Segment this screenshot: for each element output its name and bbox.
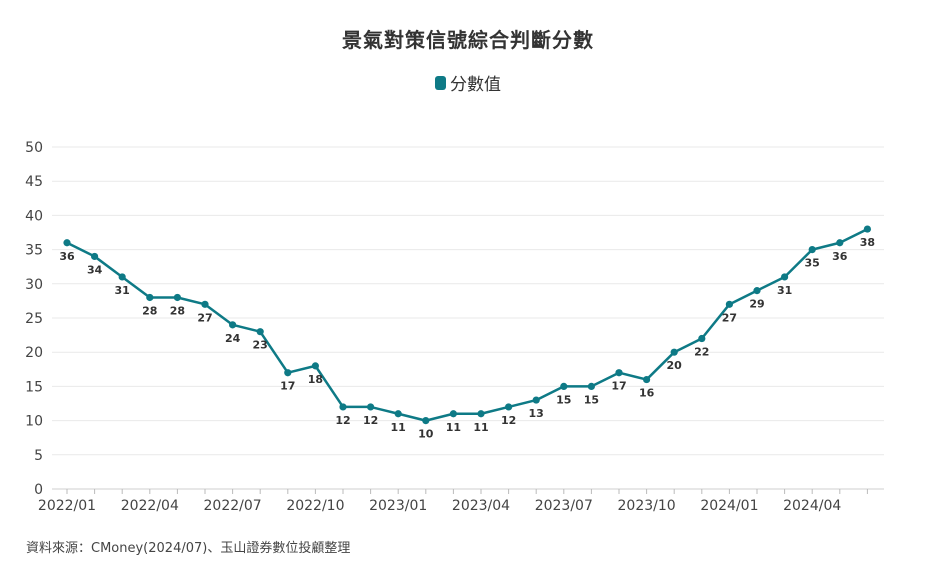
data-label: 28 [142, 304, 157, 317]
data-point [367, 403, 375, 411]
y-tick-label: 25 [25, 311, 43, 327]
data-label: 28 [170, 304, 185, 317]
data-point [560, 382, 568, 390]
data-label: 12 [363, 414, 378, 427]
y-tick-label: 10 [25, 414, 43, 430]
data-point [229, 321, 237, 329]
x-tick-label: 2022/07 [204, 498, 262, 514]
data-label: 11 [446, 421, 461, 434]
legend-label: 分數值 [450, 75, 501, 95]
data-label: 11 [473, 421, 488, 434]
data-label: 10 [418, 428, 434, 441]
data-label: 36 [59, 250, 75, 263]
chart-legend: 分數值 [0, 70, 936, 95]
data-point [311, 362, 319, 370]
data-point [863, 225, 872, 233]
y-tick-label: 20 [25, 345, 43, 361]
data-point [532, 396, 540, 404]
data-label: 31 [115, 284, 130, 297]
data-point [615, 369, 623, 377]
x-tick-label: 2023/10 [618, 498, 676, 514]
data-label: 38 [860, 236, 875, 249]
data-point [836, 239, 844, 247]
data-point [118, 273, 126, 281]
data-point [146, 293, 154, 302]
y-tick-label: 0 [34, 482, 43, 498]
x-tick-label: 2022/10 [286, 498, 344, 514]
data-point [91, 252, 99, 261]
data-label: 24 [225, 332, 241, 345]
data-label: 16 [639, 387, 655, 400]
data-point [173, 293, 181, 302]
chart-title: 景氣對策信號綜合判斷分數 [342, 28, 594, 52]
x-tick-label: 2022/01 [38, 498, 96, 514]
data-point [587, 382, 596, 390]
data-label: 22 [694, 346, 709, 359]
data-point [256, 328, 264, 336]
y-tick-label: 40 [25, 208, 43, 224]
data-label: 31 [777, 284, 792, 297]
data-label: 18 [308, 373, 323, 386]
x-tick-label: 2023/04 [452, 498, 510, 514]
data-point [505, 403, 513, 411]
y-tick-label: 15 [25, 379, 43, 395]
series-line [65, 227, 869, 422]
data-label: 17 [611, 380, 626, 393]
data-point [394, 410, 402, 418]
data-label: 27 [722, 311, 737, 324]
data-point [753, 287, 761, 295]
data-label: 12 [501, 414, 516, 427]
legend-swatch [435, 75, 446, 90]
data-label: 23 [253, 339, 268, 352]
data-point [808, 246, 816, 254]
x-tick-label: 2023/07 [535, 498, 593, 514]
x-tick-label: 2024/04 [783, 498, 841, 514]
y-tick-label: 50 [25, 140, 43, 156]
data-point [449, 410, 457, 418]
data-label: 11 [391, 421, 406, 434]
data-point [201, 300, 209, 308]
data-point [477, 410, 485, 418]
data-point [284, 369, 292, 377]
x-tick-label: 2022/04 [121, 498, 179, 514]
y-tick-label: 45 [25, 174, 43, 190]
data-point [698, 334, 706, 343]
data-point [725, 300, 734, 308]
data-label: 36 [832, 250, 848, 263]
data-label: 15 [584, 393, 599, 406]
x-tick-label: 2023/01 [369, 498, 427, 514]
data-label: 34 [87, 263, 103, 276]
data-label: 12 [335, 414, 350, 427]
data-label: 29 [749, 298, 764, 311]
source-note: 資料來源：CMoney(2024/07)、玉山證券數位投顧整理 [26, 541, 351, 556]
data-label: 13 [529, 407, 544, 420]
data-label: 35 [805, 257, 820, 270]
data-point [643, 375, 651, 384]
data-label: 27 [197, 311, 212, 324]
data-point [339, 403, 347, 411]
data-point [63, 239, 71, 247]
y-tick-label: 35 [25, 243, 43, 259]
y-tick-label: 5 [34, 448, 43, 464]
y-tick-label: 30 [25, 277, 43, 293]
data-point [670, 348, 678, 356]
data-label: 17 [280, 380, 295, 393]
data-label: 15 [556, 393, 571, 406]
data-label: 20 [667, 359, 683, 372]
x-tick-label: 2024/01 [700, 498, 758, 514]
data-point [781, 273, 789, 281]
data-point [422, 417, 430, 425]
